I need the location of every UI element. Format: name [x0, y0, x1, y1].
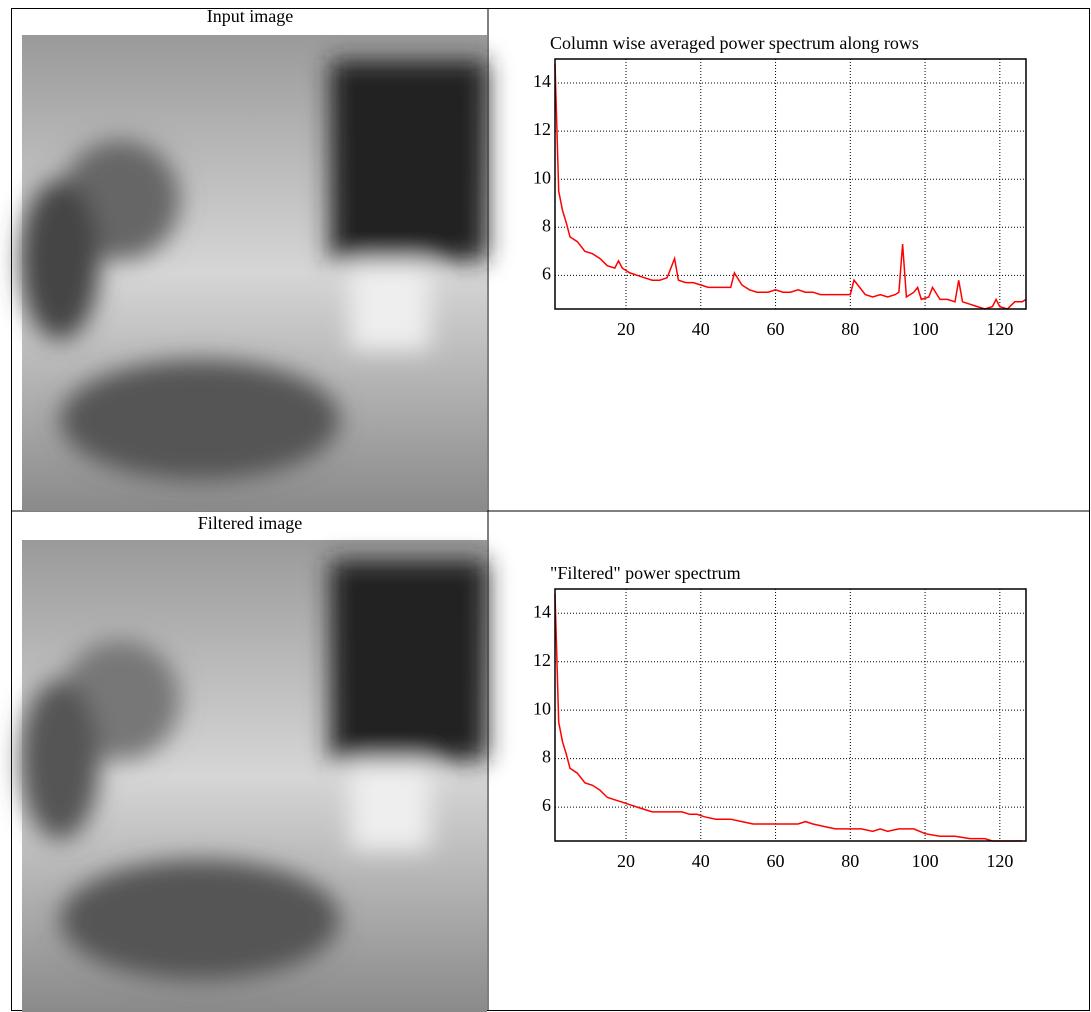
y-tick-label: 10: [533, 698, 551, 718]
input-image: [20, 35, 487, 511]
y-tick-label: 8: [542, 215, 551, 235]
table-border: [11, 8, 1090, 1011]
y-tick-label: 6: [542, 263, 551, 283]
filtered-image: [20, 540, 487, 1012]
x-tick-label: 80: [841, 851, 859, 871]
x-tick-label: 80: [841, 319, 859, 339]
y-tick-label: 14: [533, 601, 551, 621]
data-line: [554, 63, 1027, 310]
y-tick-label: 10: [533, 167, 551, 187]
plot-frame: [554, 588, 1027, 842]
x-tick-label: 40: [692, 319, 710, 339]
y-tick-label: 12: [533, 119, 551, 139]
x-tick-label: 100: [912, 851, 939, 871]
y-tick-label: 14: [533, 71, 551, 91]
y-tick-label: 8: [542, 747, 551, 767]
x-tick-label: 120: [986, 319, 1013, 339]
y-tick-label: 6: [542, 795, 551, 815]
data-line: [554, 593, 1023, 842]
x-tick-label: 20: [617, 319, 635, 339]
x-tick-label: 60: [767, 851, 785, 871]
x-tick-label: 60: [767, 319, 785, 339]
image-caption: Filtered image: [198, 513, 302, 533]
x-tick-label: 40: [692, 851, 710, 871]
image-caption: Input image: [207, 6, 293, 26]
chart-title: "Filtered" power spectrum: [550, 563, 741, 583]
x-tick-label: 100: [912, 319, 939, 339]
x-tick-label: 20: [617, 851, 635, 871]
y-tick-label: 12: [533, 650, 551, 670]
chart-title: Column wise averaged power spectrum alon…: [550, 33, 919, 53]
x-tick-label: 120: [986, 851, 1013, 871]
plot-frame: [554, 58, 1027, 310]
